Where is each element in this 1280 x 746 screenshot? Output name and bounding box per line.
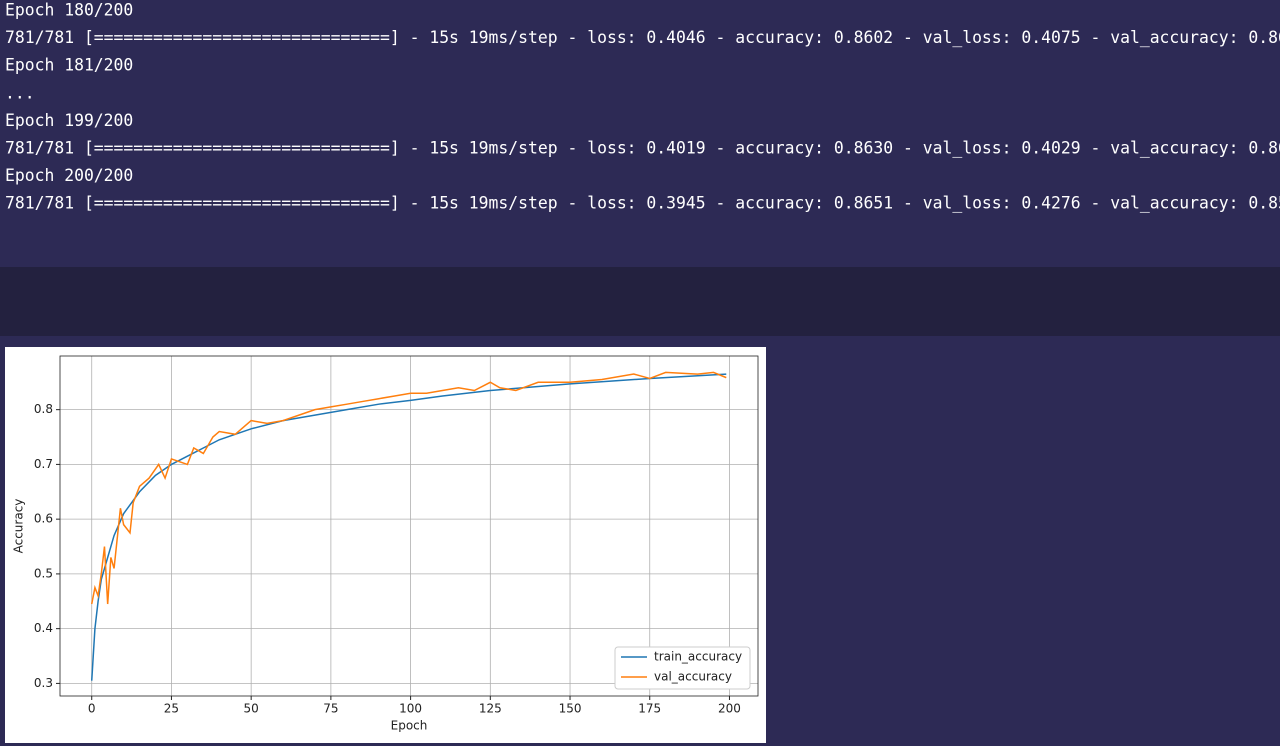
y-axis-label: Accuracy <box>12 499 26 554</box>
console-line: Epoch 180/200 <box>5 1 133 20</box>
x-tick-label: 200 <box>718 702 741 716</box>
x-tick-label: 175 <box>638 702 661 716</box>
y-tick-label: 0.4 <box>34 621 53 635</box>
y-tick-label: 0.6 <box>34 512 53 526</box>
y-tick-label: 0.3 <box>34 676 53 690</box>
x-axis-label: Epoch <box>391 719 428 733</box>
legend-box <box>614 646 751 690</box>
axes-frame <box>59 355 759 697</box>
x-tick-label: 25 <box>164 702 179 716</box>
line-series <box>90 371 727 605</box>
x-tick-label: 0 <box>88 702 96 716</box>
legend-label: val_accuracy <box>654 670 732 684</box>
console-line: 781/781 [==============================]… <box>5 28 1280 47</box>
y-tick-label: 0.5 <box>34 566 53 580</box>
y-tick-label: 0.8 <box>34 402 53 416</box>
x-tick-label: 150 <box>559 702 582 716</box>
console-line: Epoch 199/200 <box>5 111 133 130</box>
console-area <box>0 0 1280 267</box>
console-line: 781/781 [==============================]… <box>5 139 1280 158</box>
x-tick-label: 50 <box>244 702 259 716</box>
console-line: Epoch 181/200 <box>5 56 133 75</box>
console-line: Epoch 200/200 <box>5 166 133 185</box>
line-series <box>90 373 727 681</box>
cell-separator <box>0 267 1280 336</box>
x-tick-label: 100 <box>399 702 422 716</box>
console-line: ... <box>5 83 35 102</box>
x-tick-label: 75 <box>323 702 338 716</box>
console-line: 781/781 [==============================]… <box>5 194 1280 213</box>
x-tick-label: 125 <box>479 702 502 716</box>
legend-label: train_accuracy <box>654 650 742 664</box>
y-tick-label: 0.7 <box>34 457 53 471</box>
